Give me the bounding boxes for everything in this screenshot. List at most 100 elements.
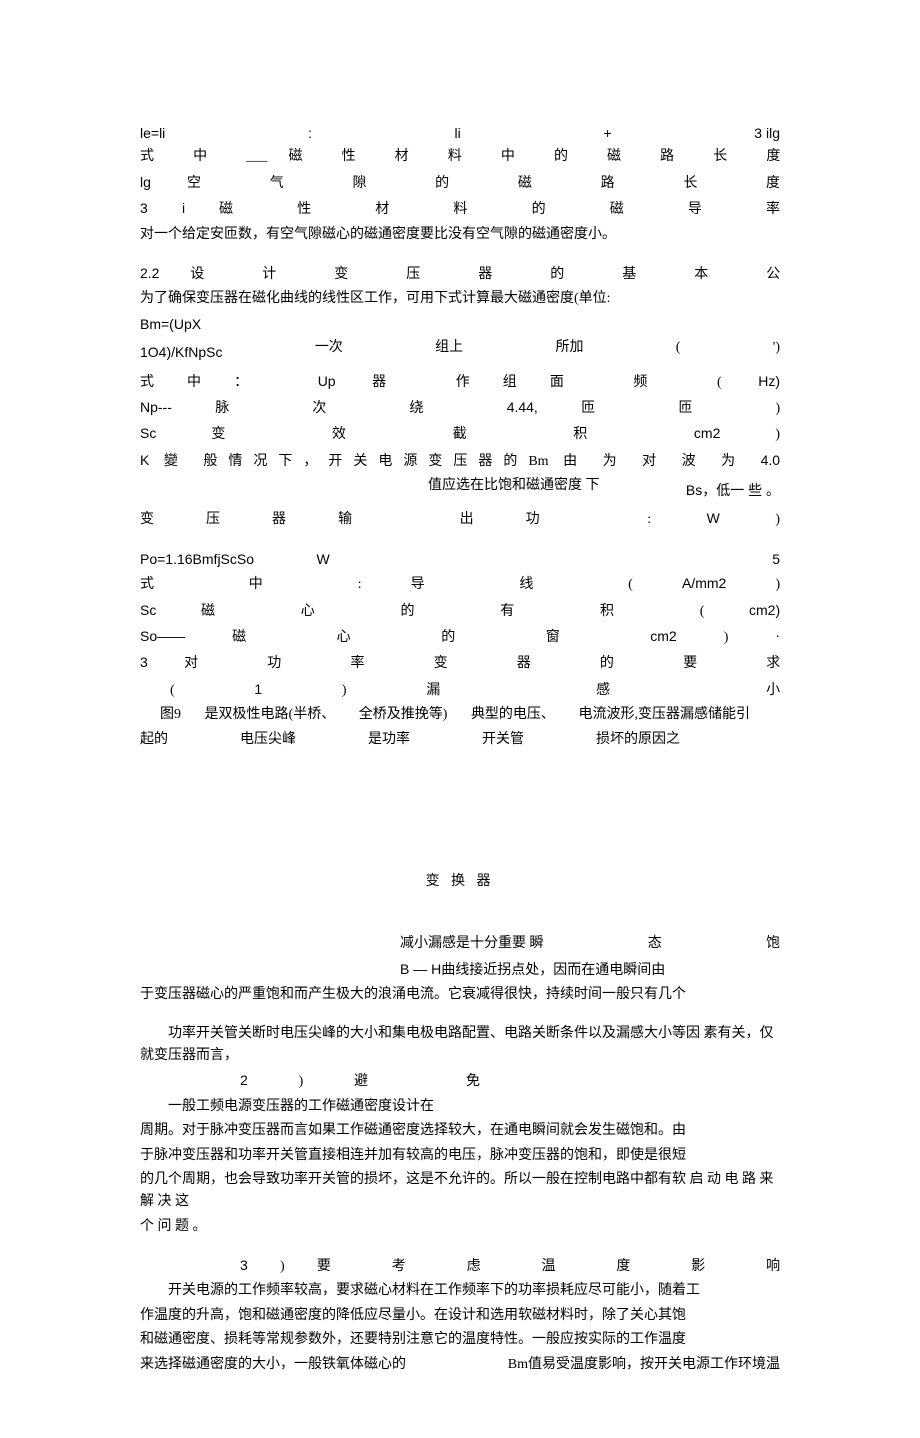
t: 考 [392, 1259, 435, 1274]
t: 器 [517, 656, 564, 671]
line-7: 为了确保变压器在磁化曲线的线性区工作，可用下式计算最大磁通密度(单位: [140, 288, 780, 310]
t: 有 [500, 604, 555, 619]
t: : [308, 122, 312, 144]
t: 磁 [610, 202, 654, 217]
t: 要 [317, 1259, 360, 1274]
t: 匝 [581, 401, 635, 416]
line-6: 2.2 设 计 变 压 器 的 基 本 公 [140, 262, 780, 286]
t: 材 [395, 149, 427, 164]
formula-bm2: 1O4)/KfNpSc 一次 组上 所加 ( ') [140, 337, 780, 367]
t: 饱 [766, 933, 780, 955]
formula-le: le=li : li + 3 ilg [140, 122, 780, 144]
t: 2.2 [140, 265, 159, 281]
t: 值应选在比饱和磁通密度 下 [428, 475, 600, 505]
t: 變 [164, 454, 189, 469]
t: Np--- [140, 399, 172, 415]
line-3: lg 空 气 隙 的 磁 路 长 度 [140, 171, 780, 195]
t: 长 [683, 176, 730, 191]
t: 3 i [140, 200, 185, 216]
t: 1O4)/KfNpSc [140, 341, 222, 363]
t: ( [676, 337, 681, 367]
t: cm2) [749, 602, 780, 618]
t: 磁 [232, 630, 290, 645]
t: 起的 [140, 729, 168, 751]
t: 心 [301, 604, 356, 619]
line-23: 变 换 器 [140, 871, 780, 893]
line-25: B — H曲线接近拐点处，因而在通电瞬间由 [140, 958, 780, 982]
line-17: Sc 磁 心 的 有 积 ( cm2) [140, 599, 780, 623]
t: 电流波形,变压器漏感储能引 [578, 704, 750, 726]
t: 的 [554, 149, 586, 164]
t: ) [299, 1074, 304, 1089]
t: 影 [691, 1259, 734, 1274]
t: 全桥及推挽等) [359, 704, 448, 726]
t: 截 [453, 427, 519, 442]
t: 响 [766, 1259, 780, 1274]
t: 率 [766, 202, 780, 217]
t: 减小漏感是十分重要 瞬 [400, 933, 544, 955]
line-16: 式 中 : 导 线 ( A/mm2 ) [140, 572, 780, 596]
t: 图9 [160, 704, 181, 726]
t: 要 [683, 656, 730, 671]
t: 绕 [410, 401, 464, 416]
t: 空 [187, 176, 234, 191]
t: 式 [140, 149, 172, 164]
line-31: 于脉冲变压器和功率开关管直接相连并加有较高的电压，脉冲变压器的饱和，即使是很短 [140, 1145, 780, 1167]
line-20: ( 1 ) 漏 感 小 [140, 678, 780, 702]
t: 所加 [555, 337, 583, 367]
t: cm2 [650, 628, 676, 644]
t: 对 [184, 656, 231, 671]
t: li [455, 122, 461, 144]
t: 5 [772, 548, 780, 570]
line-28: 2 ) 避 免 [140, 1069, 780, 1093]
line-9: 式中： Up 器 作组面 频 ( Hz) [140, 370, 780, 394]
t: 开关管 [482, 729, 524, 751]
t: 是双极性电路(半桥、 [205, 704, 336, 726]
line-22: 起的 电压尖峰 是功率 开关管 损坏的原因之 [140, 729, 780, 751]
t: 压 [406, 267, 447, 282]
t: 基 [622, 267, 663, 282]
t: 公 [766, 267, 780, 282]
line-2: 式 中 ___ 磁 性 材 料 中 的 磁 路 长 度 [140, 146, 780, 168]
t: 的 [600, 656, 647, 671]
t: 的 [550, 267, 591, 282]
t: ) [724, 630, 729, 645]
t: 导 [411, 577, 471, 592]
t: Bm值易受温度影响，按开关电源工作环境温 [508, 1354, 780, 1376]
t: 变压器输 [140, 512, 404, 527]
t: 态 [648, 933, 662, 955]
line-29: 一般工频电源变压器的工作磁通密度设计在 [140, 1096, 780, 1118]
line-11: Sc 变 效 截 积 cm2 ) [140, 422, 780, 446]
t: : [358, 577, 362, 592]
t: 磁 [201, 604, 256, 619]
t: 小 [766, 683, 780, 698]
t: 长 [713, 149, 745, 164]
formula-bm1: Bm=(UpX [140, 313, 780, 335]
t: A/mm2 [682, 575, 726, 591]
t: 器 [478, 267, 519, 282]
t: 导 [688, 202, 732, 217]
t: 气 [270, 176, 317, 191]
t: 避 [354, 1074, 415, 1089]
t: 的 [435, 176, 482, 191]
t: 4.44, [507, 399, 538, 415]
t: 来选择磁通密度的大小，一般铁氧体磁心的 [140, 1354, 406, 1376]
t: + [603, 122, 611, 144]
t: 磁 [288, 149, 320, 164]
line-27: 功率开关管关断时电压尖峰的大小和集电极电路配置、电路关断条件以及漏感大小等因 素… [140, 1023, 780, 1068]
t: le=li [140, 122, 165, 144]
t: 中 [501, 149, 533, 164]
t: 式中： [140, 375, 281, 390]
t: 设 [190, 267, 231, 282]
t: ( [700, 604, 705, 619]
t: 变 [434, 656, 481, 671]
t: 3 ilg [754, 122, 780, 144]
t: 匝 [678, 401, 732, 416]
t: 3 [140, 654, 148, 670]
t: K [140, 452, 149, 468]
t: : [647, 512, 651, 527]
line-13: 值应选在比饱和磁通密度 下 Bs，低一 些 。 [140, 475, 780, 505]
t: 度 [766, 149, 780, 164]
t: 料 [448, 149, 480, 164]
t: 求 [766, 656, 780, 671]
